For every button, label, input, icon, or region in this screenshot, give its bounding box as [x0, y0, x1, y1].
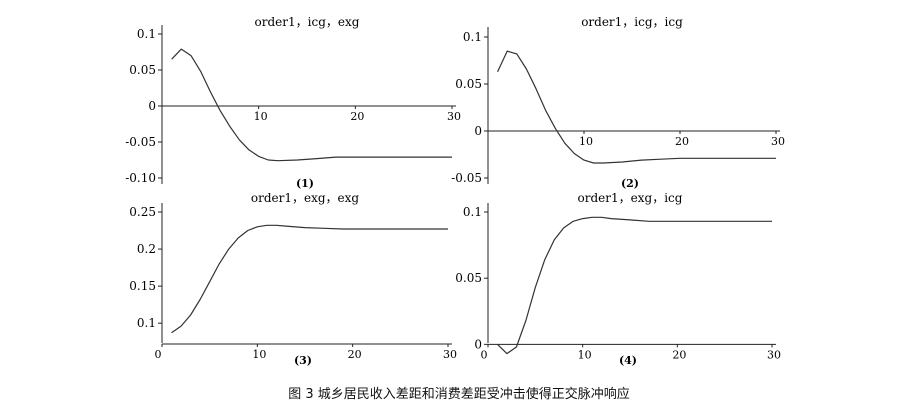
- panel-label: (3): [294, 354, 312, 367]
- x-tick-label: 30: [771, 135, 785, 148]
- chart-title: order1，icg，exg: [255, 15, 360, 29]
- response-line: [171, 224, 448, 334]
- chart-panel-2: order1，icg，icg 0.1 0.05 0 -0.05 10 20 30 (2): [451, 15, 785, 190]
- panel-label: (4): [619, 354, 637, 367]
- x-tick-label: 30: [443, 348, 457, 361]
- y-tick-label: -0.10: [125, 171, 156, 185]
- x-tick-label: 20: [675, 135, 689, 148]
- chart-title: order1，exg，exg: [251, 191, 360, 205]
- x-tick-label: 10: [254, 110, 268, 123]
- x-tick-label: 20: [672, 348, 686, 361]
- x-tick-label: 10: [578, 348, 592, 361]
- x-tick-label: 10: [579, 135, 593, 148]
- x-tick-label: 0: [155, 348, 162, 361]
- panel-label: (1): [296, 177, 314, 190]
- y-tick-label: 0.1: [137, 27, 156, 41]
- x-tick-label: 30: [767, 348, 781, 361]
- x-tick-label: 30: [447, 110, 461, 123]
- chart-panel-1: order1，icg，exg 0.1 0.05 0 -0.05 -0.10 10 20 30 (1…: [125, 15, 461, 190]
- y-tick-label: -0.05: [125, 135, 156, 149]
- chart-panel-4: order1，exg，icg 0.1 0.05 00 10 20 30 (4): [455, 191, 781, 367]
- chart-panel-3: order1，exg，exg 0.25 0.2 0.15 0.1 0 10 20 30 (3): [129, 191, 457, 367]
- response-line: [497, 50, 776, 164]
- y-tick-label: 0.2: [137, 242, 156, 256]
- response-line: [497, 216, 772, 355]
- y-tick-label: 0.25: [129, 205, 156, 219]
- x-tick-label: 10: [252, 348, 266, 361]
- y-tick-label: 0.05: [455, 77, 482, 91]
- x-tick-label: 20: [348, 348, 362, 361]
- y-tick-label: 0: [474, 124, 482, 138]
- x-tick-label: 20: [350, 110, 364, 123]
- y-tick-label: 0.1: [463, 205, 482, 219]
- response-line: [171, 48, 452, 162]
- y-tick-label: 0.1: [463, 30, 482, 44]
- chart-title: order1，exg，icg: [578, 191, 683, 205]
- y-tick-label: 0.1: [137, 316, 156, 330]
- panel-label: (2): [621, 177, 639, 190]
- figure-caption: 图 3 城乡居民收入差距和消费差距受冲击使得正交脉冲响应: [288, 387, 630, 402]
- y-tick-label: 0: [474, 337, 482, 351]
- chart-title: order1，icg，icg: [581, 15, 683, 29]
- y-tick-label: 0: [148, 99, 156, 113]
- y-tick-label: 0.15: [129, 279, 156, 293]
- y-tick-label: 0.05: [129, 63, 156, 77]
- y-tick-label: 0.05: [455, 271, 482, 285]
- y-tick-label: -0.05: [451, 171, 482, 185]
- x-tick-label: 0: [481, 348, 488, 361]
